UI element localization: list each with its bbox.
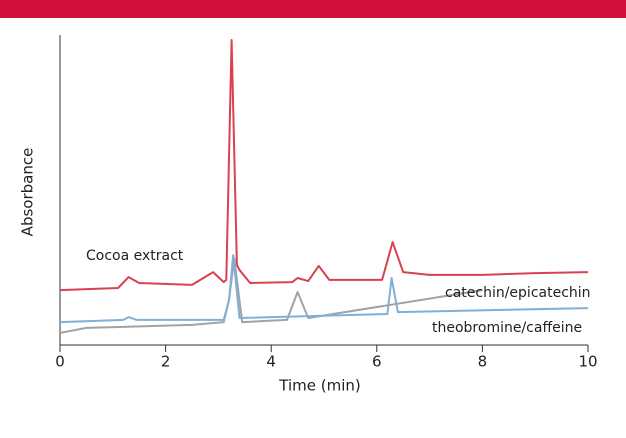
x-tick-label: 6: [372, 353, 382, 371]
x-tick-label: 0: [55, 353, 65, 371]
series-line: [59, 256, 483, 334]
x-tick-label: 4: [266, 353, 276, 371]
series-label: catechin/epicatechin: [445, 285, 591, 301]
x-tick-label: 2: [161, 353, 171, 371]
series-label: theobromine/caffeine: [432, 320, 582, 336]
x-tick-label: 8: [478, 353, 488, 371]
y-axis-title: Absorbance: [19, 148, 37, 237]
header-bar: [0, 0, 626, 18]
series-label: Cocoa extract: [86, 248, 184, 264]
x-axis-title: Time (min): [278, 377, 360, 395]
x-tick-label: 10: [578, 353, 597, 371]
series-line: [59, 254, 589, 324]
series-line: [59, 39, 589, 292]
